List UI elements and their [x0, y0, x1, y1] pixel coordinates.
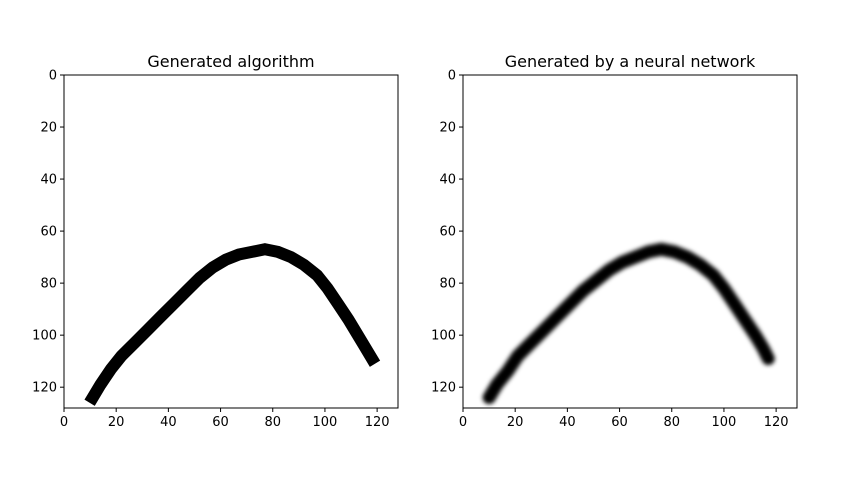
x-tick-label: 0: [60, 415, 68, 430]
x-tick-label: 80: [663, 415, 680, 430]
y-tick-label: 120: [431, 381, 456, 396]
x-tick-label: 40: [160, 415, 177, 430]
y-tick-label: 60: [40, 225, 57, 240]
y-tick-label: 100: [32, 329, 57, 344]
subplot-neural-network: Generated by a neural network 0 20 40 60…: [431, 52, 798, 430]
y-tick-label: 40: [439, 173, 456, 188]
axes-frame: [63, 74, 399, 409]
y-tick-label: 0: [49, 69, 57, 84]
x-tick-label: 60: [611, 415, 628, 430]
image-content: [482, 242, 775, 405]
x-tick-label: 120: [764, 415, 789, 430]
x-tick-label: 40: [559, 415, 576, 430]
subplot-generated-algorithm: Generated algorithm 0 20 40 60 80 100 12…: [32, 52, 399, 430]
y-tick-label: 100: [431, 329, 456, 344]
x-tick-label: 0: [459, 415, 467, 430]
subplot-title: Generated by a neural network: [505, 52, 756, 71]
y-tick-label: 0: [448, 69, 456, 84]
x-tick-label: 20: [507, 415, 524, 430]
subplot-title: Generated algorithm: [147, 52, 314, 71]
y-tick-labels: 0 20 40 60 80 100 120: [431, 69, 456, 396]
x-tick-labels: 0 20 40 60 80 100 120: [60, 415, 390, 430]
y-tick-labels: 0 20 40 60 80 100 120: [32, 69, 57, 396]
stroke-curve: [482, 242, 775, 405]
y-tick-label: 40: [40, 173, 57, 188]
x-tick-label: 80: [264, 415, 281, 430]
x-tick-label: 60: [212, 415, 229, 430]
y-tick-label: 60: [439, 225, 456, 240]
x-tick-label: 20: [108, 415, 125, 430]
y-tick-label: 120: [32, 381, 57, 396]
y-tick-label: 80: [40, 277, 57, 292]
image-content: [84, 243, 381, 406]
y-tick-label: 20: [439, 121, 456, 136]
x-tick-label: 120: [365, 415, 390, 430]
x-tick-label: 100: [712, 415, 737, 430]
y-tick-label: 20: [40, 121, 57, 136]
axes-frame: [462, 74, 798, 409]
stroke-curve: [84, 243, 381, 406]
x-tick-label: 100: [313, 415, 338, 430]
y-tick-label: 80: [439, 277, 456, 292]
x-tick-labels: 0 20 40 60 80 100 120: [459, 415, 789, 430]
